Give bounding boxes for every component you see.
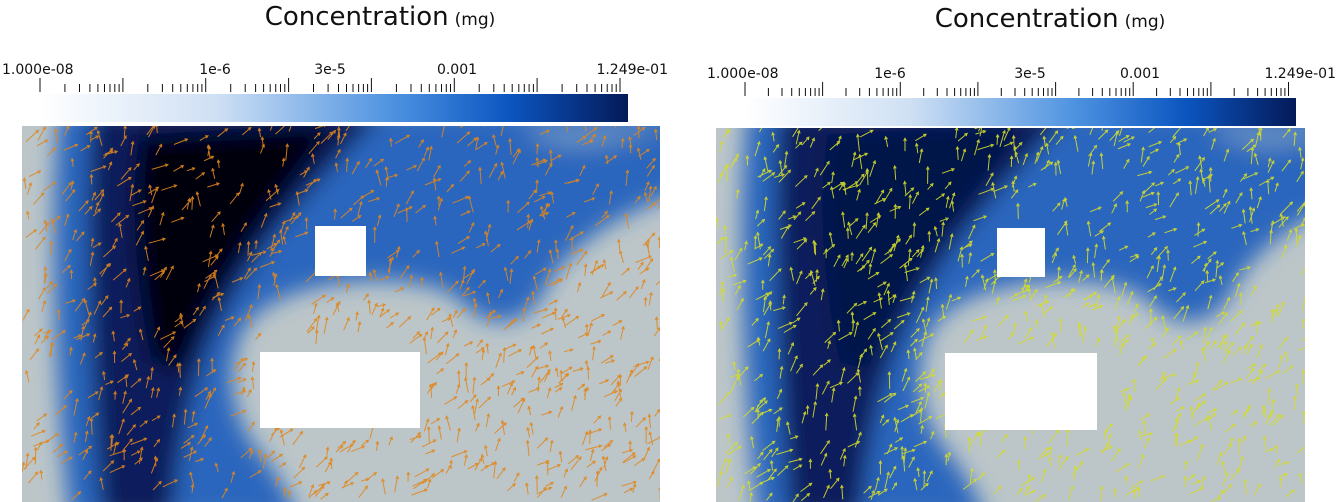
panel-title: Concentration (mg) bbox=[935, 4, 1166, 34]
colorbar-label: 0.001 bbox=[437, 62, 477, 78]
edge-region bbox=[520, 126, 660, 149]
title-units: (mg) bbox=[455, 10, 496, 30]
obstacle bbox=[997, 228, 1045, 277]
colorbar-label: 1.000e-08 bbox=[707, 66, 779, 82]
title-text: Concentration bbox=[935, 4, 1119, 34]
velocity-arrows bbox=[22, 126, 660, 501]
obstacle bbox=[945, 353, 1097, 430]
concentration-field bbox=[22, 126, 660, 502]
colorbar bbox=[40, 94, 628, 122]
colorbar-label: 1.249e-01 bbox=[596, 62, 668, 78]
panel-title: Concentration (mg) bbox=[265, 2, 496, 32]
title-text: Concentration bbox=[265, 2, 449, 32]
concentration-field bbox=[716, 128, 1305, 502]
colorbar-label: 3e-5 bbox=[1014, 66, 1045, 82]
colorbar-label: 1e-6 bbox=[199, 62, 231, 78]
field-shapes bbox=[741, 128, 1305, 502]
obstacle bbox=[315, 226, 366, 276]
colorbar-label: 1e-6 bbox=[874, 66, 906, 82]
core bbox=[822, 128, 1021, 370]
core bbox=[134, 126, 335, 370]
panel: Concentration (mg) 1.000e-08 1e-6 3e-5 0.001 1… bbox=[707, 4, 1336, 502]
panel: Concentration (mg) 1.000e-08 1e-6 3e-5 0.001 1… bbox=[2, 2, 668, 502]
colorbar-ticks bbox=[39, 78, 621, 92]
colorbar-label: 1.249e-01 bbox=[1264, 66, 1336, 82]
obstacle bbox=[260, 352, 420, 428]
colorbar-ticks bbox=[744, 82, 1289, 96]
colorbar-label: 1.000e-08 bbox=[2, 62, 74, 78]
colorbar-label: 0.001 bbox=[1120, 66, 1160, 82]
colorbar-label: 3e-5 bbox=[314, 62, 345, 78]
title-units: (mg) bbox=[1125, 12, 1166, 32]
colorbar bbox=[745, 98, 1296, 126]
velocity-arrows bbox=[716, 128, 1305, 502]
